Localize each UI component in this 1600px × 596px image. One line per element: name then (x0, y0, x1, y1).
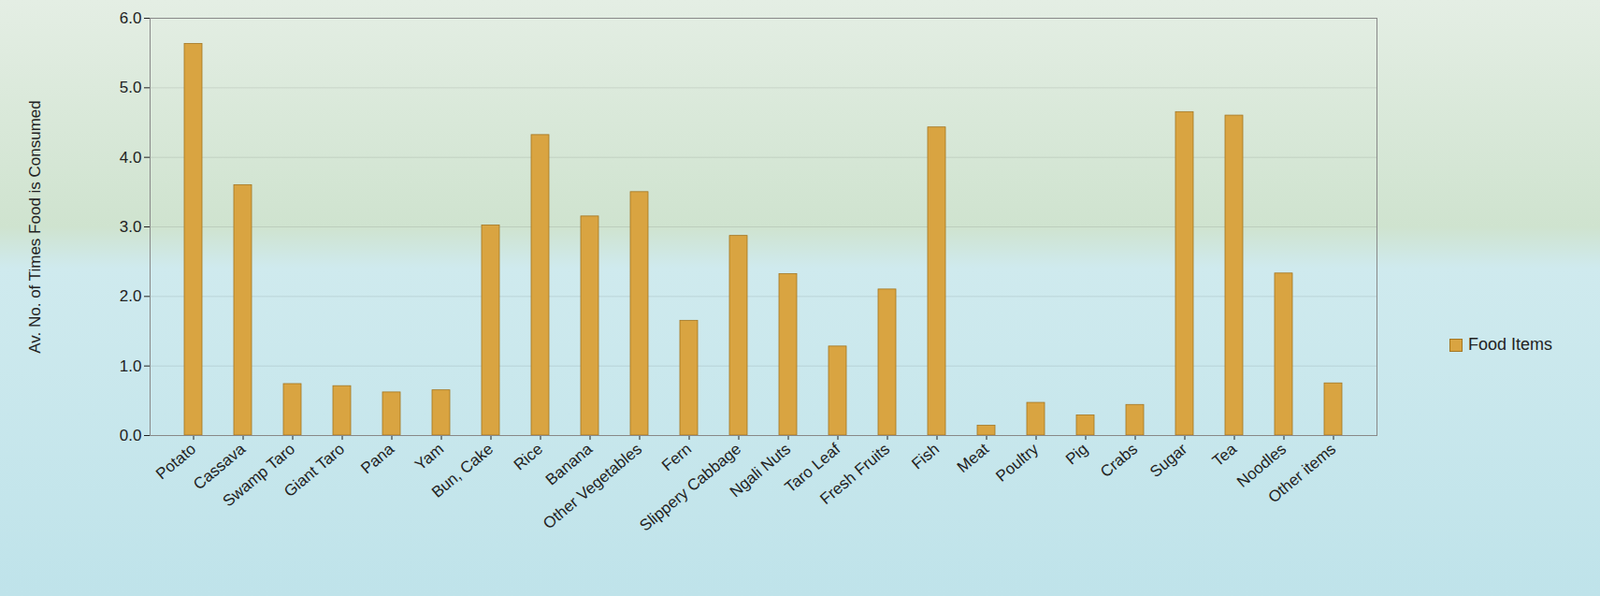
svg-text:Slippery Cabbage: Slippery Cabbage (636, 439, 745, 535)
svg-text:Other items: Other items (1265, 439, 1341, 506)
svg-text:Fern: Fern (658, 439, 695, 475)
svg-text:2.0: 2.0 (119, 287, 143, 305)
svg-text:Crabs: Crabs (1096, 439, 1141, 481)
svg-text:Meat: Meat (953, 439, 993, 476)
svg-text:Bun, Cake: Bun, Cake (428, 439, 497, 502)
svg-text:Fish: Fish (908, 439, 943, 473)
svg-text:Potato: Potato (152, 439, 200, 483)
svg-text:Rice: Rice (510, 439, 547, 474)
svg-text:Other Vegetables: Other Vegetables (539, 439, 646, 533)
svg-text:Banana: Banana (542, 439, 596, 489)
svg-text:Giant Taro: Giant Taro (280, 439, 348, 501)
svg-text:Av. No. of Times Food is Consu: Av. No. of Times Food is Consumed (26, 100, 44, 354)
svg-text:Sugar: Sugar (1146, 439, 1191, 481)
html-text:Food Items: Food Items (1468, 334, 1553, 354)
svg-text:Poultry: Poultry (992, 439, 1042, 486)
svg-text:Fresh Fruits: Fresh Fruits (816, 439, 894, 508)
svg-text:Taro Leaf: Taro Leaf (781, 439, 844, 496)
svg-text:Pana: Pana (357, 439, 398, 477)
svg-text:Pig: Pig (1062, 439, 1092, 468)
svg-text:0.0: 0.0 (119, 426, 143, 445)
svg-text:3.0: 3.0 (119, 217, 143, 236)
svg-text:4.0: 4.0 (119, 148, 143, 167)
svg-text:Ngali Nuts: Ngali Nuts (726, 439, 794, 501)
svg-text:5.0: 5.0 (119, 78, 143, 97)
svg-text:Swamp Taro: Swamp Taro (219, 439, 299, 510)
svg-text:Cassava: Cassava (190, 439, 249, 494)
svg-text:1.0: 1.0 (119, 357, 143, 375)
svg-text:Tea: Tea (1209, 439, 1241, 471)
svg-text:6.0: 6.0 (119, 9, 143, 28)
svg-text:Yam: Yam (411, 439, 447, 474)
svg-text:Noodles: Noodles (1233, 439, 1290, 491)
